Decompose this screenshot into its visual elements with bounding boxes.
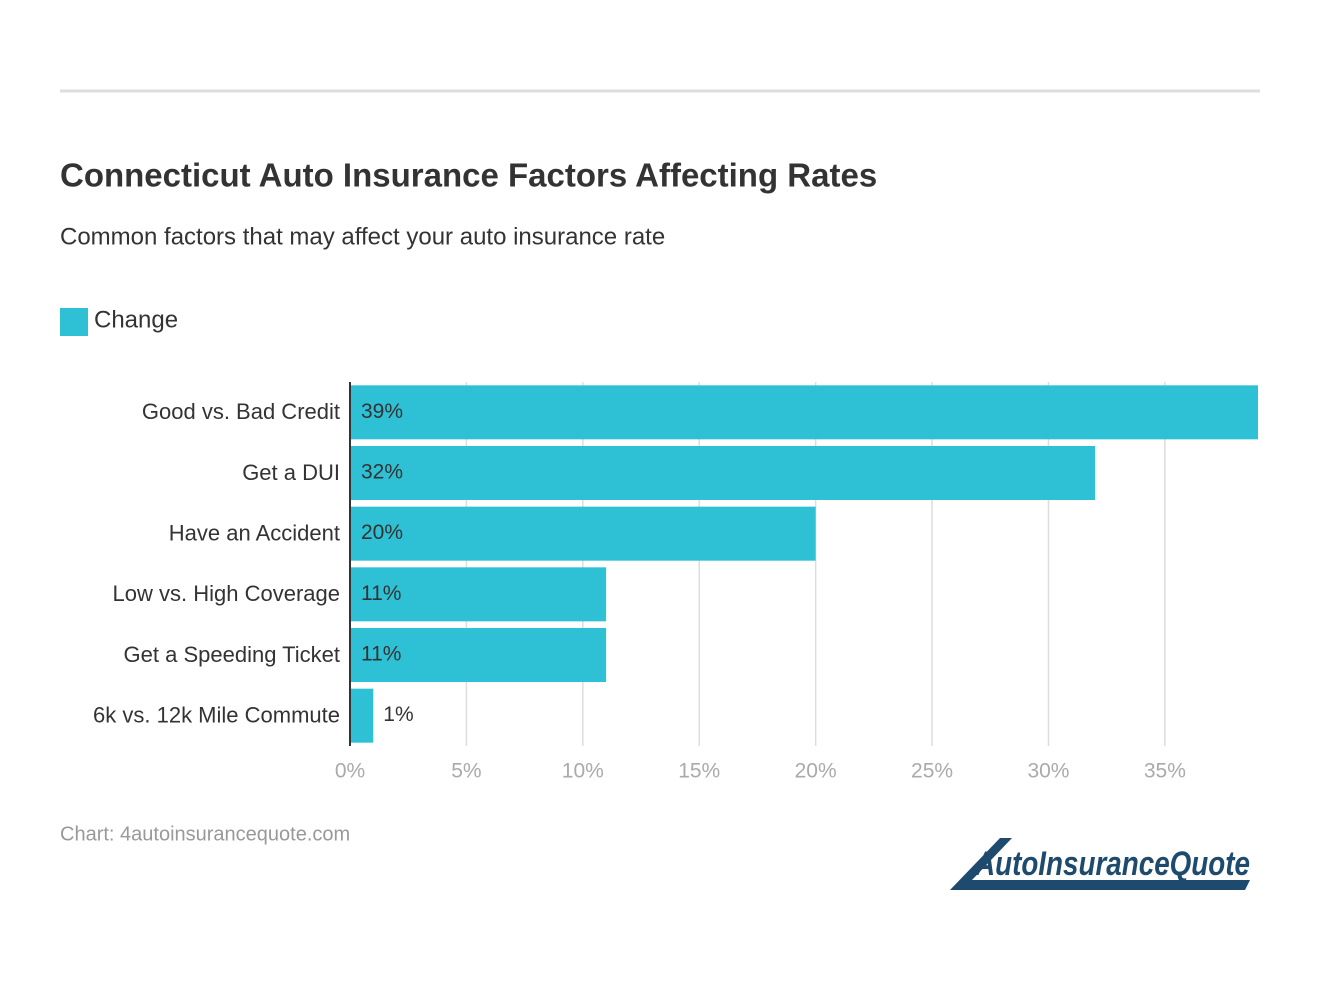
- x-tick-label: 35%: [1144, 760, 1186, 783]
- y-tick-label: Get a Speeding Ticket: [124, 642, 340, 667]
- value-label: 32%: [361, 461, 403, 484]
- y-tick-label: Have an Accident: [169, 520, 340, 545]
- x-tick-label: 5%: [451, 760, 481, 783]
- y-tick-label: Get a DUI: [242, 460, 340, 485]
- value-label: 1%: [383, 703, 413, 726]
- value-label: 20%: [361, 521, 403, 544]
- x-tick-label: 20%: [795, 760, 837, 783]
- legend-swatch: [60, 308, 88, 336]
- value-label: 11%: [361, 643, 401, 666]
- value-label: 39%: [361, 400, 403, 423]
- source-note: Chart: 4autoinsurancequote.com: [60, 823, 350, 845]
- bar: [350, 385, 1258, 440]
- x-tick-label: 10%: [562, 760, 604, 783]
- x-tick-label: 25%: [911, 760, 953, 783]
- y-tick-label: 6k vs. 12k Mile Commute: [93, 702, 340, 727]
- bar: [350, 688, 374, 743]
- bar: [350, 446, 1096, 500]
- value-label: 11%: [361, 582, 401, 605]
- chart-subtitle: Common factors that may affect your auto…: [60, 223, 665, 250]
- x-tick-label: 30%: [1027, 760, 1069, 783]
- x-tick-label: 0%: [335, 760, 365, 783]
- y-tick-label: Low vs. High Coverage: [113, 581, 340, 606]
- legend-label: Change: [94, 306, 178, 333]
- bar: [350, 628, 607, 682]
- x-tick-label: 15%: [678, 760, 720, 783]
- chart-title: Connecticut Auto Insurance Factors Affec…: [60, 157, 877, 194]
- bar: [350, 567, 607, 622]
- bar: [350, 506, 816, 561]
- y-tick-label: Good vs. Bad Credit: [142, 399, 340, 424]
- logo-swoosh: [950, 838, 1250, 890]
- logo: AutoInsuranceQuote: [974, 845, 1250, 883]
